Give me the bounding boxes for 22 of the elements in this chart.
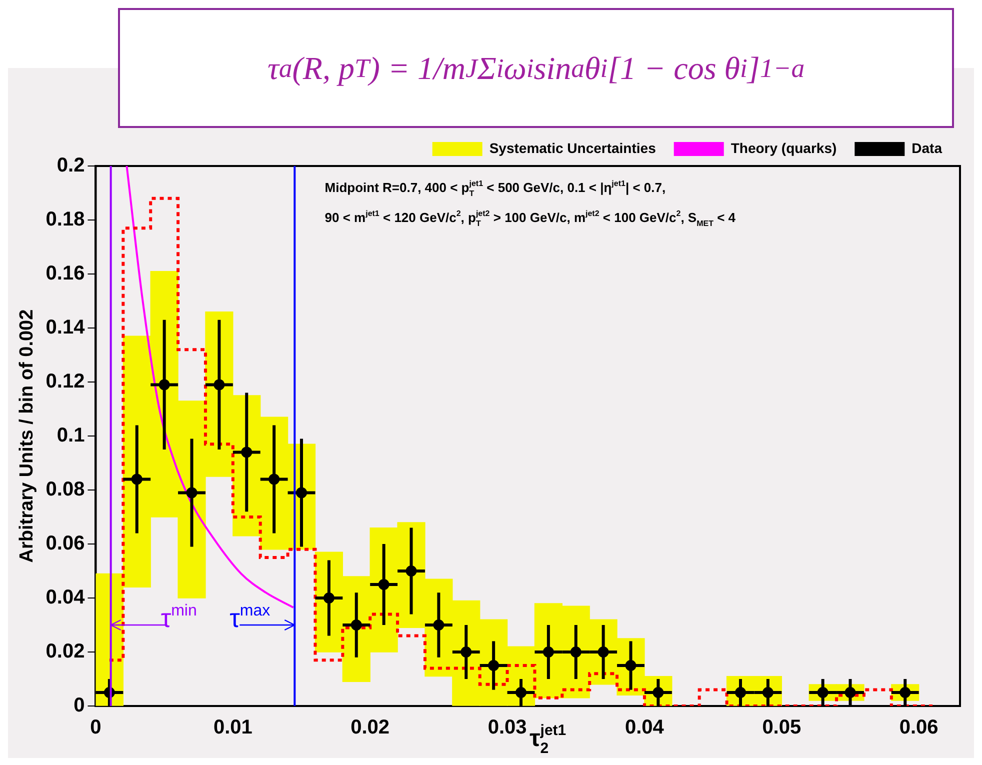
legend-label: Theory (quarks) [730,140,837,156]
y-tick-label: 0.18 [46,208,85,231]
y-tick-label: 0.1 [56,424,85,447]
x-tick-label: 0.02 [350,716,390,739]
legend-label: Data [912,140,942,156]
y-tick-label: 0.08 [46,478,85,501]
x-tick-label: 0.06 [899,716,938,739]
x-tick-label: 0.05 [762,716,802,739]
y-tick-label: 0.06 [46,532,85,555]
y-tick-label: 0.12 [46,370,85,393]
x-tick-label: 0 [90,716,102,739]
y-tick-label: 0.02 [46,640,85,663]
x-tick-label: 0.01 [213,716,252,739]
y-tick-label: 0.16 [46,262,85,285]
x-tick-label: 0.04 [625,716,665,739]
y-axis-title: Arbitrary Units / bin of 0.002 [16,309,38,563]
x-tick-label: 0.03 [488,716,527,739]
y-tick-label: 0.2 [56,154,85,177]
y-tick-label: 0.04 [46,586,86,609]
y-tick-label: 0 [74,694,85,717]
legend-label: Systematic Uncertainties [489,140,656,156]
y-tick-label: 0.14 [46,316,86,339]
